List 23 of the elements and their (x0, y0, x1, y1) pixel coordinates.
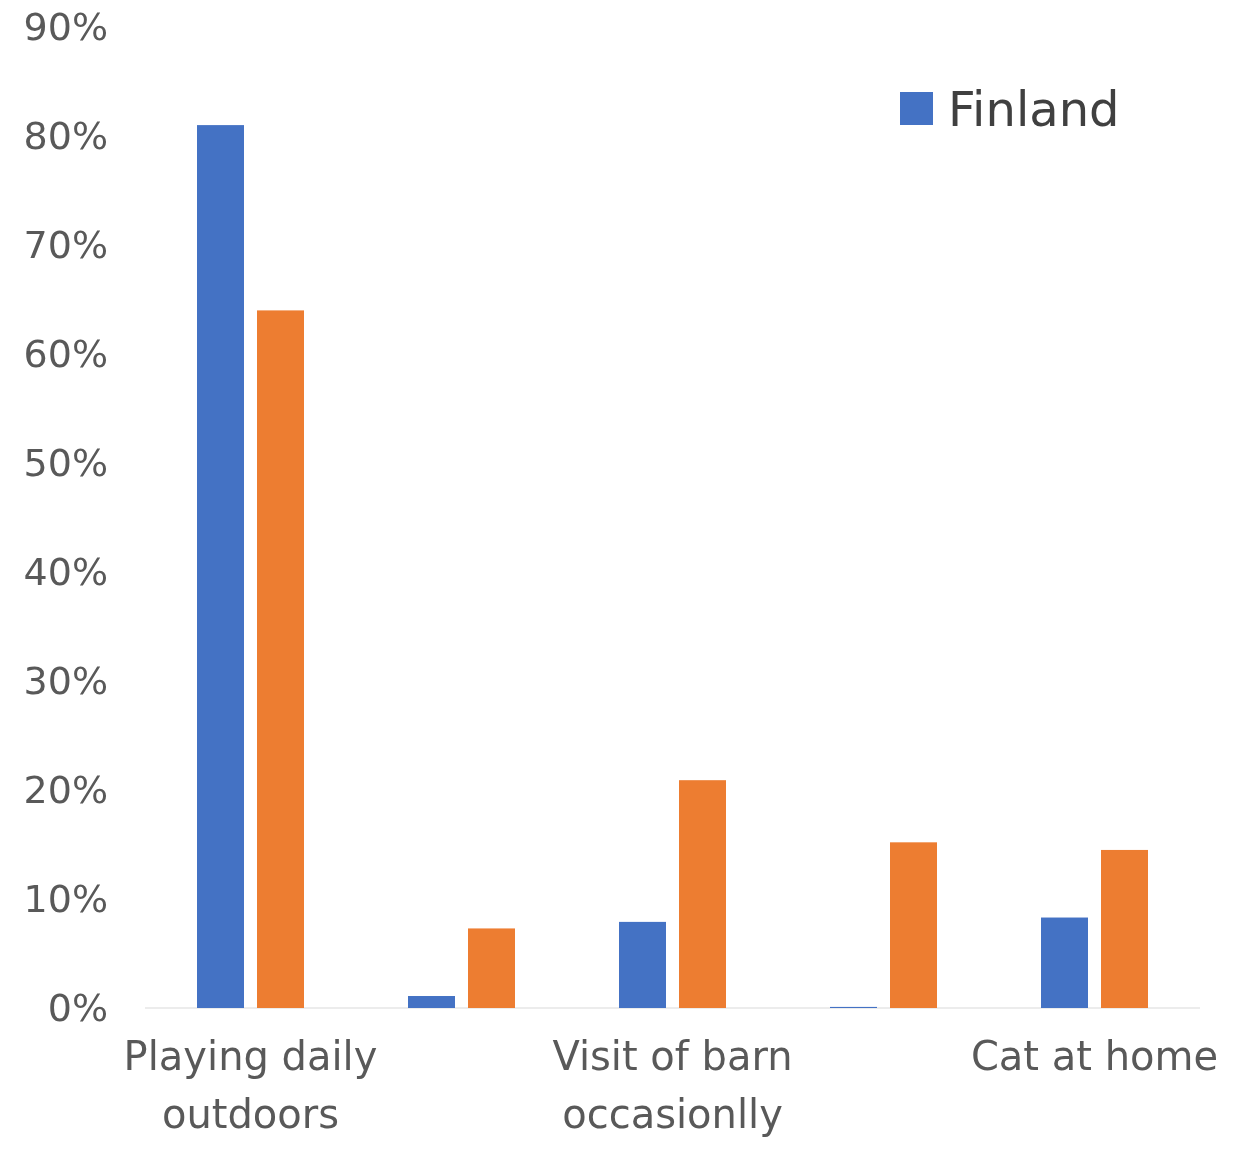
y-tick-label: 30% (23, 659, 108, 703)
y-tick-label: 50% (23, 441, 108, 485)
y-tick-label: 10% (23, 877, 108, 921)
bar (619, 921, 666, 1008)
legend-label: Finland (948, 81, 1120, 137)
y-tick-label: 70% (23, 223, 108, 267)
y-tick-label: 40% (23, 550, 108, 594)
bar (1101, 849, 1148, 1008)
bar (679, 780, 726, 1008)
y-tick-label: 60% (23, 332, 108, 376)
bar (890, 842, 937, 1008)
bar (408, 996, 455, 1008)
bar (197, 125, 244, 1008)
x-tick-label: Playing daily outdoors (123, 1033, 378, 1137)
y-tick-label: 0% (47, 986, 108, 1030)
x-tick-label: Cat at home (970, 1033, 1219, 1079)
bar (468, 928, 515, 1008)
bar (1041, 917, 1088, 1008)
y-tick-label: 20% (23, 768, 108, 812)
y-tick-label: 90% (23, 5, 108, 49)
x-tick-label: Visit of barn occasionlly (552, 1033, 793, 1137)
bar (257, 310, 304, 1008)
y-tick-label: 80% (23, 114, 108, 158)
